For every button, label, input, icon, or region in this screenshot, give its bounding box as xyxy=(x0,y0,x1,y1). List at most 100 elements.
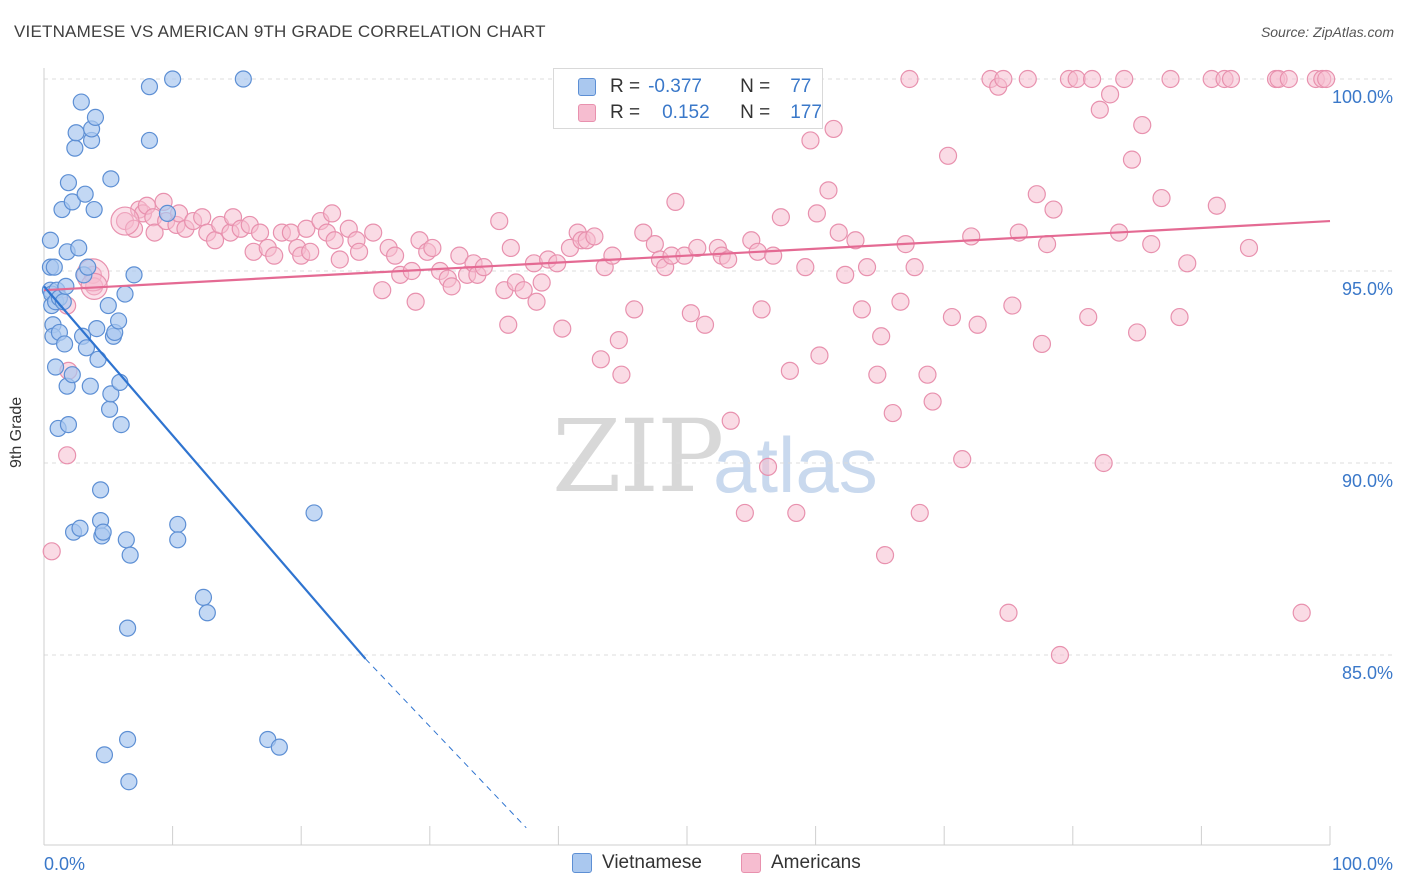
americans-point xyxy=(301,242,320,261)
americans-point xyxy=(923,392,942,411)
r-label: R = xyxy=(610,76,641,97)
americans-point xyxy=(721,411,740,430)
y-tick-label: 90.0% xyxy=(1342,471,1393,491)
americans-point xyxy=(999,603,1018,622)
americans-point xyxy=(373,281,392,300)
americans-point xyxy=(1239,238,1259,258)
americans-point xyxy=(666,192,685,211)
americans-point xyxy=(1122,150,1142,169)
legend-item-americans[interactable]: Americans xyxy=(741,852,861,874)
vietnamese-point xyxy=(95,746,114,764)
americans-point xyxy=(406,292,425,311)
americans-point xyxy=(829,223,848,242)
vietnamese-swatch xyxy=(578,78,596,96)
chart-title: VIETNAMESE VS AMERICAN 9TH GRADE CORRELA… xyxy=(14,22,546,41)
y-tick-label: 100.0% xyxy=(1332,87,1393,107)
americans-point xyxy=(1221,69,1241,89)
vietnamese-point xyxy=(164,70,182,88)
americans-point xyxy=(423,238,442,258)
r-label: R = xyxy=(610,102,641,123)
americans-point xyxy=(1127,323,1147,342)
vietnamese-point xyxy=(118,619,137,637)
vietnamese-point xyxy=(79,258,97,276)
americans-point xyxy=(938,146,958,165)
americans-point xyxy=(836,265,855,284)
americans-point xyxy=(872,327,891,346)
americans-point xyxy=(499,315,518,334)
americans-point xyxy=(1037,235,1057,254)
vietnamese-point xyxy=(57,277,75,295)
vietnamese-point xyxy=(63,193,81,211)
americans-point xyxy=(1279,69,1298,89)
vietnamese-point xyxy=(55,335,74,353)
source-label: Source: ZipAtlas.com xyxy=(1260,24,1394,40)
americans-point xyxy=(852,300,871,319)
vietnamese-point xyxy=(71,519,89,537)
americans-point xyxy=(205,231,225,250)
americans-point xyxy=(953,450,972,469)
vietnamese-point xyxy=(67,124,85,142)
americans-point xyxy=(330,250,349,269)
americans-point xyxy=(1018,69,1037,89)
americans-point xyxy=(1170,307,1189,327)
vietnamese-point xyxy=(116,285,134,303)
vietnamese-point xyxy=(45,258,63,276)
y-tick-label: 85.0% xyxy=(1342,663,1393,683)
americans-point xyxy=(325,231,344,250)
vietnamese-point xyxy=(169,531,187,549)
americans-point xyxy=(585,227,604,246)
vietnamese-point xyxy=(121,546,139,564)
americans-point xyxy=(1032,334,1052,354)
watermark-atlas: atlas xyxy=(713,421,878,509)
americans-point xyxy=(735,503,754,523)
americans-point xyxy=(265,246,284,265)
vietnamese-point xyxy=(234,70,252,88)
americans-point xyxy=(1178,254,1197,273)
americans-point xyxy=(364,223,383,242)
legend-label: Americans xyxy=(771,852,861,873)
vietnamese-point xyxy=(118,730,137,749)
americans-point xyxy=(527,292,546,311)
americans-point xyxy=(868,365,887,384)
americans-point xyxy=(1115,69,1134,89)
vietnamese-point xyxy=(85,200,103,219)
vietnamese-point xyxy=(66,139,84,157)
americans-point xyxy=(501,238,520,258)
americans-point xyxy=(758,457,778,476)
vietnamese-point xyxy=(117,531,135,549)
americans-point xyxy=(688,238,707,258)
vietnamese-point xyxy=(70,239,88,257)
legend-item-vietnamese[interactable]: Vietnamese xyxy=(572,852,702,874)
americans-point xyxy=(780,361,799,380)
legend-row-americans: R = 0.152 N = 177 xyxy=(578,101,822,125)
americans-point xyxy=(918,365,937,384)
series-legend: Vietnamese Americans xyxy=(0,852,1406,876)
watermark-zip: ZIP xyxy=(552,398,724,515)
vietnamese-point xyxy=(99,296,117,315)
americans-point xyxy=(1133,115,1152,135)
americans-point-large xyxy=(110,206,140,236)
stats-legend: R = -0.377 N = 77 R = 0.152 N = 177 xyxy=(553,68,823,129)
americans-point xyxy=(58,446,77,465)
americans-point xyxy=(883,403,902,423)
vietnamese-point xyxy=(81,377,99,395)
americans-point xyxy=(349,242,369,261)
americans-point xyxy=(490,211,509,231)
americans-point xyxy=(810,346,829,365)
americans-point xyxy=(857,258,877,277)
americans-point xyxy=(719,250,738,269)
americans-point xyxy=(846,231,865,250)
americans-point xyxy=(905,258,924,277)
n-label: N = xyxy=(740,102,771,123)
americans-point xyxy=(1317,69,1336,89)
vietnamese-trendline xyxy=(43,285,367,660)
americans-point xyxy=(1142,235,1161,254)
americans-point xyxy=(824,119,843,139)
vietnamese-point xyxy=(140,78,159,96)
americans-point xyxy=(910,503,929,523)
americans-point xyxy=(450,246,469,265)
americans-point xyxy=(193,208,212,227)
americans-point xyxy=(819,181,838,200)
americans-point xyxy=(681,304,700,323)
vietnamese-point xyxy=(59,416,78,434)
